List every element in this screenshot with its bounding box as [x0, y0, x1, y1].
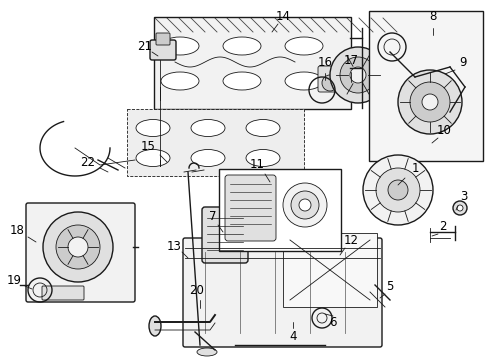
Ellipse shape: [285, 72, 323, 90]
Circle shape: [456, 205, 462, 211]
Text: 4: 4: [289, 330, 296, 343]
Text: 9: 9: [458, 55, 466, 68]
Text: 6: 6: [328, 316, 336, 329]
Circle shape: [43, 212, 113, 282]
Circle shape: [321, 75, 337, 91]
Ellipse shape: [197, 348, 217, 356]
Circle shape: [283, 183, 326, 227]
Text: 3: 3: [459, 190, 467, 203]
Circle shape: [452, 201, 466, 215]
Circle shape: [362, 155, 432, 225]
FancyBboxPatch shape: [342, 66, 364, 92]
FancyBboxPatch shape: [156, 33, 170, 45]
Ellipse shape: [161, 72, 199, 90]
FancyBboxPatch shape: [150, 40, 176, 60]
Ellipse shape: [191, 149, 224, 166]
Text: 15: 15: [140, 139, 155, 153]
Text: 22: 22: [81, 157, 95, 170]
FancyBboxPatch shape: [368, 11, 482, 161]
FancyBboxPatch shape: [283, 233, 376, 307]
Ellipse shape: [223, 72, 261, 90]
FancyBboxPatch shape: [219, 169, 340, 251]
Text: 16: 16: [317, 57, 332, 69]
Text: 14: 14: [275, 9, 290, 22]
Text: 18: 18: [10, 224, 24, 237]
FancyBboxPatch shape: [154, 17, 350, 109]
Circle shape: [339, 57, 375, 93]
Text: 17: 17: [343, 54, 358, 68]
Text: 11: 11: [249, 158, 264, 171]
Text: 20: 20: [189, 284, 204, 297]
Ellipse shape: [223, 37, 261, 55]
Circle shape: [421, 94, 437, 110]
Circle shape: [329, 47, 385, 103]
Ellipse shape: [136, 120, 170, 136]
Circle shape: [387, 180, 407, 200]
FancyBboxPatch shape: [127, 109, 304, 176]
Text: 10: 10: [436, 123, 450, 136]
Circle shape: [397, 70, 461, 134]
FancyBboxPatch shape: [183, 238, 381, 347]
Text: 1: 1: [410, 162, 418, 175]
Ellipse shape: [191, 120, 224, 136]
Text: 13: 13: [166, 239, 181, 252]
Text: 7: 7: [209, 210, 216, 222]
Text: 12: 12: [343, 234, 358, 248]
Circle shape: [68, 237, 88, 257]
Text: 5: 5: [386, 279, 393, 292]
FancyBboxPatch shape: [26, 203, 135, 302]
FancyBboxPatch shape: [202, 207, 247, 263]
FancyBboxPatch shape: [317, 66, 339, 92]
Circle shape: [346, 75, 362, 91]
Circle shape: [375, 168, 419, 212]
Ellipse shape: [161, 37, 199, 55]
Ellipse shape: [245, 120, 280, 136]
Ellipse shape: [136, 149, 170, 166]
Circle shape: [56, 225, 100, 269]
Circle shape: [298, 199, 310, 211]
Text: 21: 21: [137, 40, 152, 53]
Ellipse shape: [149, 316, 161, 336]
Circle shape: [409, 82, 449, 122]
Ellipse shape: [285, 37, 323, 55]
Text: 19: 19: [6, 274, 21, 287]
Text: 8: 8: [428, 9, 436, 22]
Text: 2: 2: [438, 220, 446, 234]
Ellipse shape: [245, 149, 280, 166]
Circle shape: [349, 67, 365, 83]
FancyBboxPatch shape: [42, 286, 84, 300]
Circle shape: [290, 191, 318, 219]
FancyBboxPatch shape: [224, 175, 275, 241]
